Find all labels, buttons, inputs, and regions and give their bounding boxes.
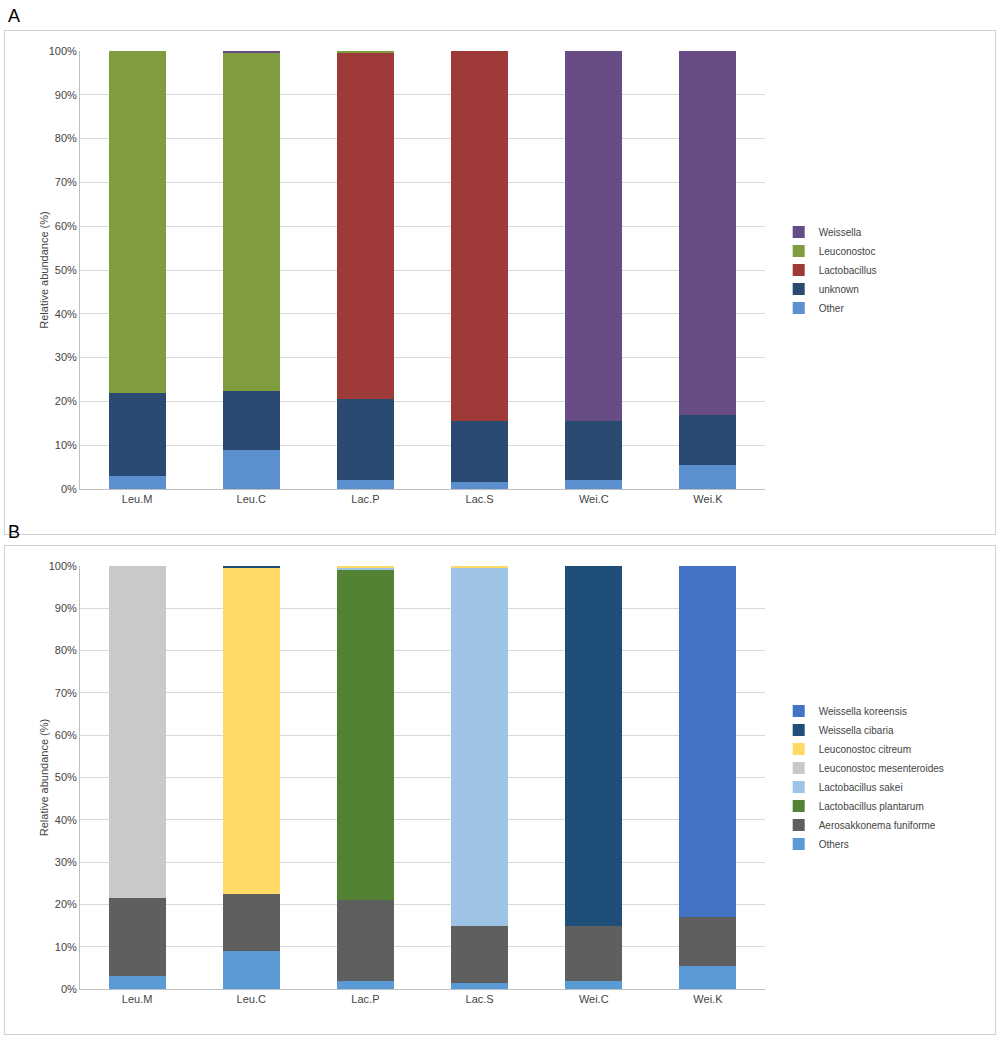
svg-text:10%: 10%	[55, 439, 77, 451]
svg-text:Leuconostoc mesenteroides: Leuconostoc mesenteroides	[819, 763, 944, 774]
svg-text:Lactobacillus sakei: Lactobacillus sakei	[819, 782, 903, 793]
svg-text:10%: 10%	[55, 941, 77, 953]
svg-text:80%: 80%	[55, 132, 77, 144]
svg-text:Leu.C: Leu.C	[237, 993, 266, 1005]
svg-text:Wei.K: Wei.K	[693, 993, 723, 1005]
svg-text:Weissella: Weissella	[819, 227, 862, 238]
svg-text:40%: 40%	[55, 308, 77, 320]
svg-text:Wei.C: Wei.C	[579, 993, 609, 1005]
svg-text:Leuconostoc: Leuconostoc	[819, 246, 876, 257]
html-text:A: A	[8, 6, 20, 26]
svg-text:Lactobacillus plantarum: Lactobacillus plantarum	[819, 801, 924, 812]
svg-text:60%: 60%	[55, 220, 77, 232]
svg-text:Lac.S: Lac.S	[466, 493, 494, 505]
svg-text:Lac.S: Lac.S	[466, 993, 494, 1005]
svg-text:unknown: unknown	[819, 284, 859, 295]
svg-text:Wei.C: Wei.C	[579, 493, 609, 505]
svg-text:Others: Others	[819, 839, 849, 850]
svg-text:Wei.K: Wei.K	[693, 493, 723, 505]
svg-text:Leuconostoc citreum: Leuconostoc citreum	[819, 744, 911, 755]
svg-text:Lactobacillus: Lactobacillus	[819, 265, 877, 276]
svg-text:70%: 70%	[55, 687, 77, 699]
svg-text:Leu.M: Leu.M	[122, 993, 153, 1005]
html-text:B: B	[8, 522, 20, 542]
svg-text:Lac.P: Lac.P	[351, 493, 379, 505]
svg-text:Lac.P: Lac.P	[351, 993, 379, 1005]
svg-text:90%: 90%	[55, 89, 77, 101]
svg-text:30%: 30%	[55, 856, 77, 868]
svg-text:40%: 40%	[55, 814, 77, 826]
svg-text:70%: 70%	[55, 176, 77, 188]
svg-text:90%: 90%	[55, 602, 77, 614]
svg-text:20%: 20%	[55, 898, 77, 910]
svg-text:60%: 60%	[55, 729, 77, 741]
svg-text:Weissella cibaria: Weissella cibaria	[819, 725, 894, 736]
svg-text:Relative abundance (%): Relative abundance (%)	[38, 211, 50, 328]
svg-text:0%: 0%	[61, 983, 77, 995]
svg-text:Leu.M: Leu.M	[122, 493, 153, 505]
svg-text:Leu.C: Leu.C	[237, 493, 266, 505]
svg-text:30%: 30%	[55, 351, 77, 363]
svg-text:100%: 100%	[49, 45, 77, 57]
svg-text:Other: Other	[819, 303, 845, 314]
svg-text:50%: 50%	[55, 771, 77, 783]
svg-text:Weissella koreensis: Weissella koreensis	[819, 706, 907, 717]
svg-text:0%: 0%	[61, 483, 77, 495]
svg-text:Aerosakkonema funiforme: Aerosakkonema funiforme	[819, 820, 936, 831]
svg-text:20%: 20%	[55, 395, 77, 407]
svg-text:100%: 100%	[49, 560, 77, 572]
svg-text:Relative abundance (%): Relative abundance (%)	[38, 719, 50, 836]
svg-text:80%: 80%	[55, 644, 77, 656]
svg-text:50%: 50%	[55, 264, 77, 276]
